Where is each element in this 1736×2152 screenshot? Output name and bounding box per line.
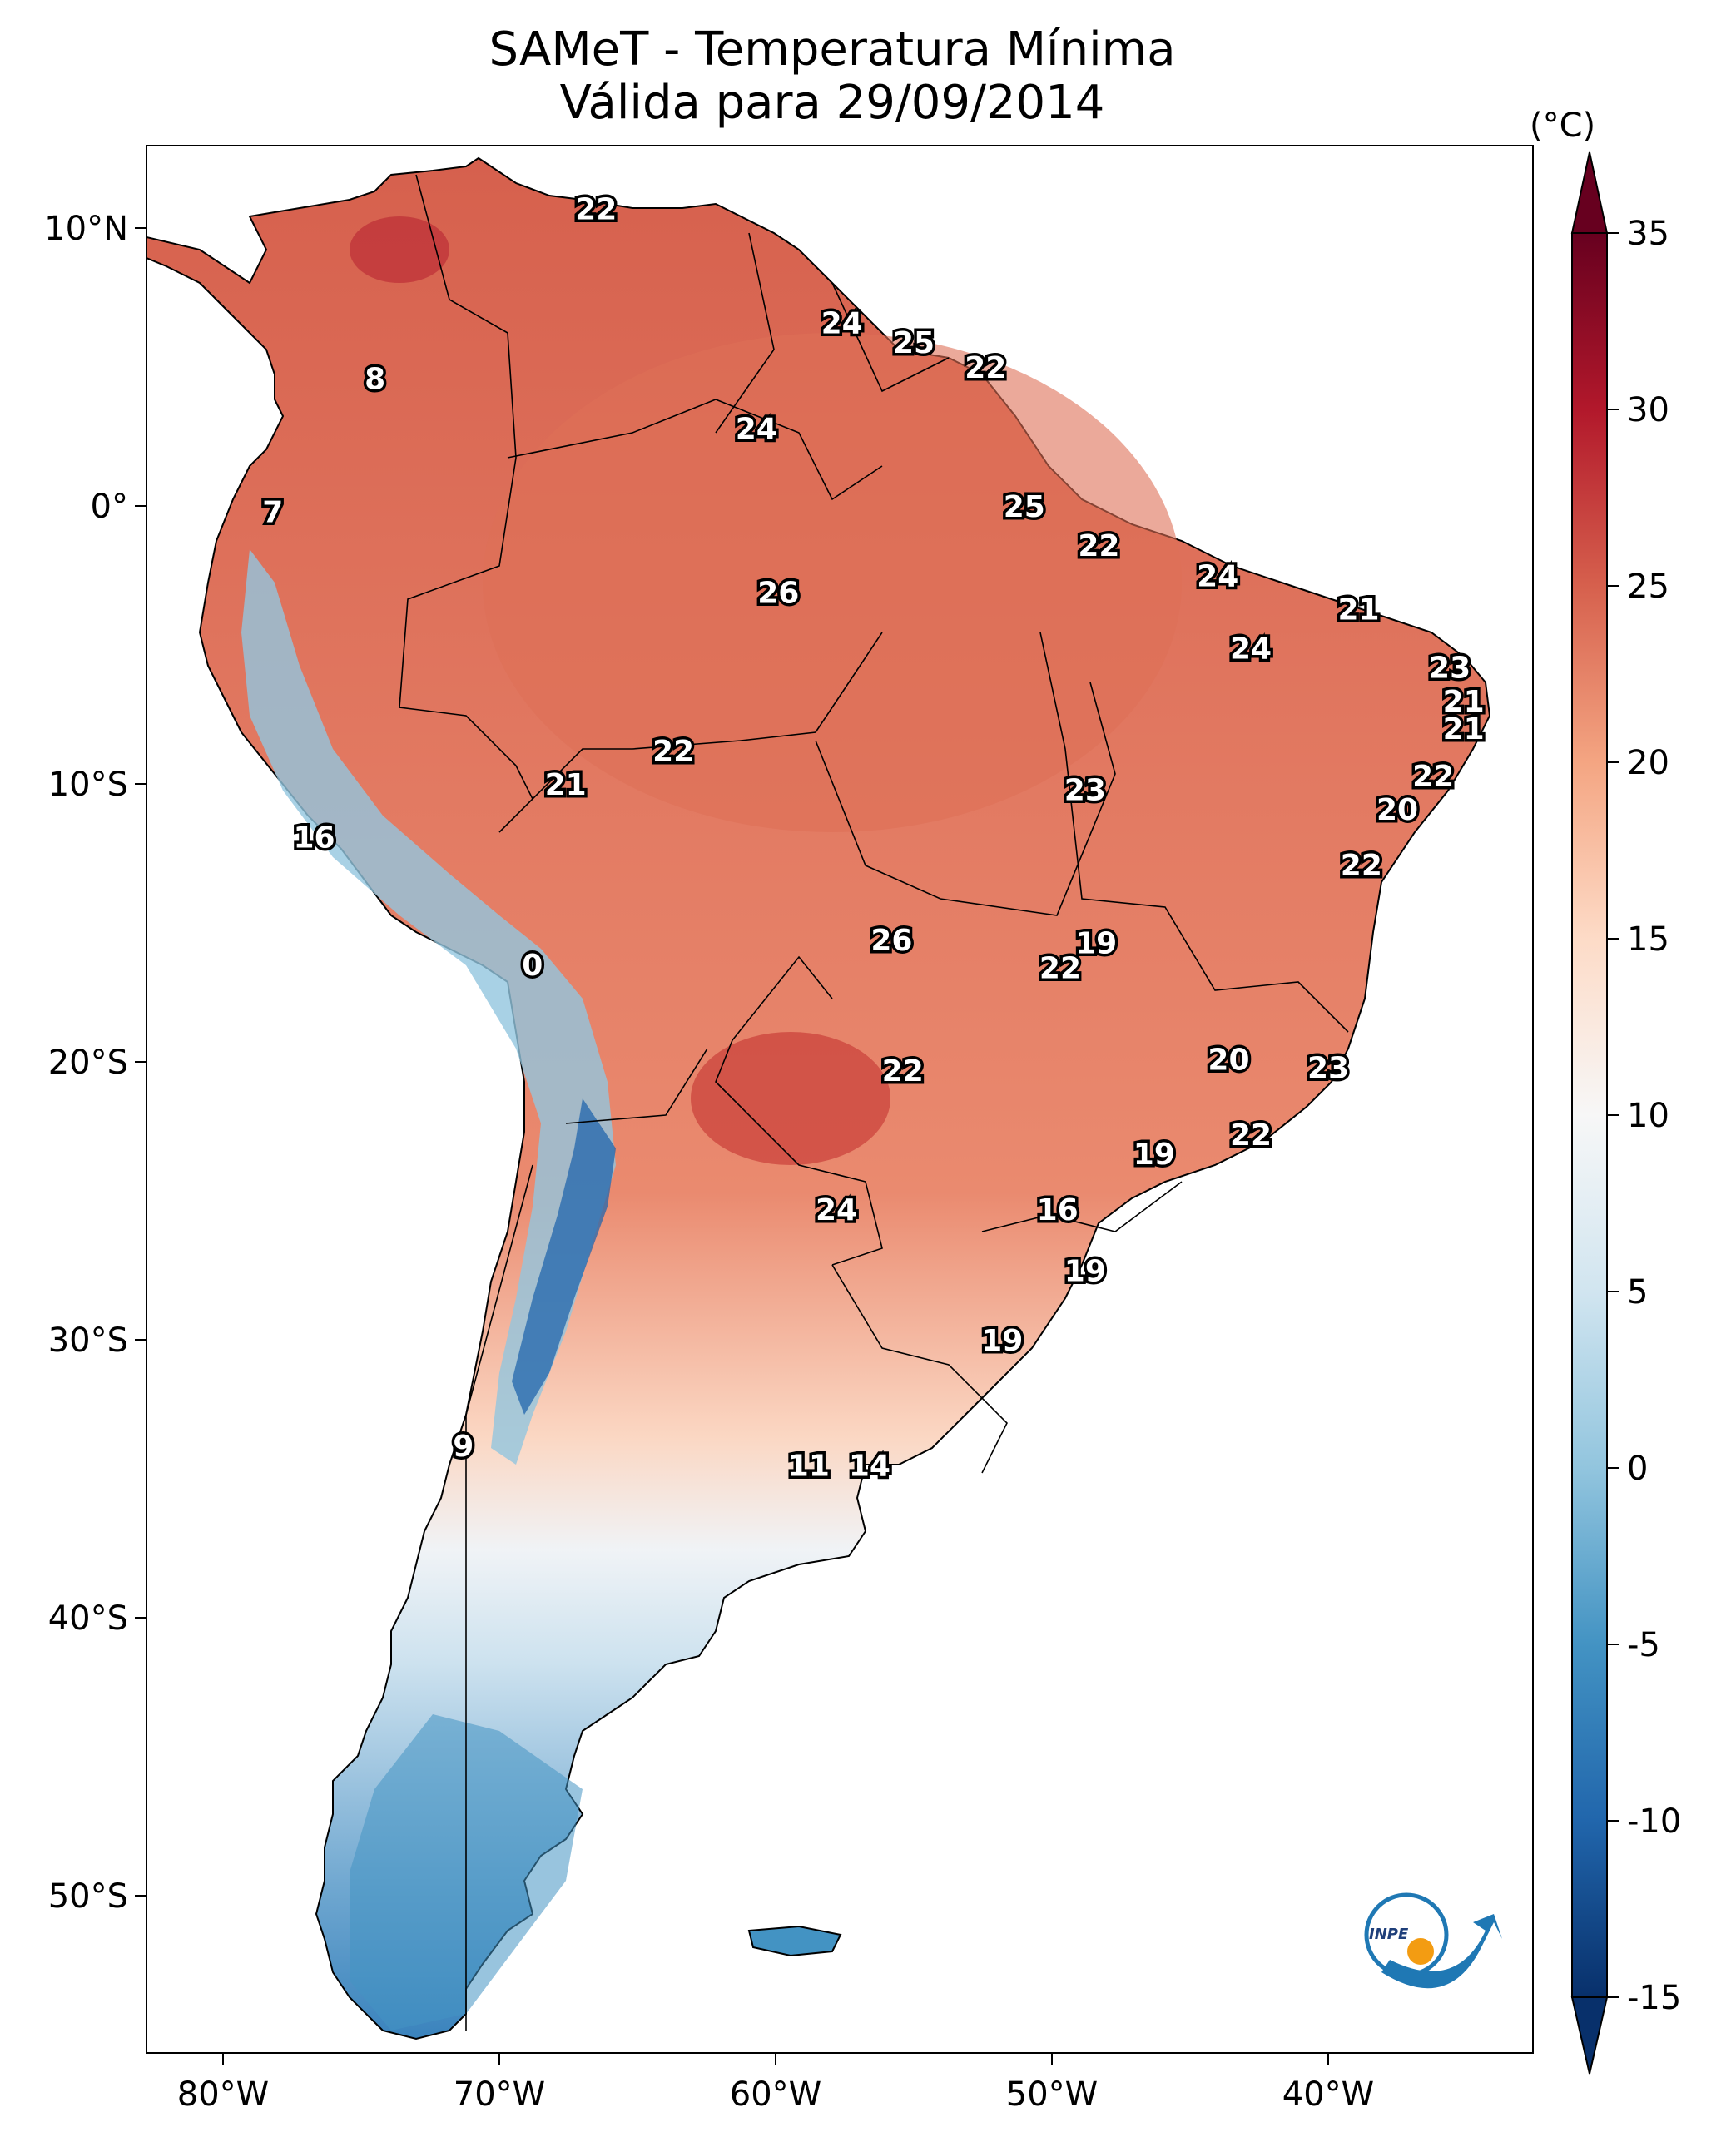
x-tick-label: 80°W <box>177 2075 269 2114</box>
temperature-value-label: 21 <box>545 768 587 802</box>
y-tick-label: 10°N <box>44 210 128 248</box>
temperature-value-label: 22 <box>1230 1118 1272 1153</box>
continent-layer <box>146 156 1491 2040</box>
colorbar: 35 30 25 20 15 10 5 0 -5 -10 -15 <box>1570 151 1681 2075</box>
temperature-value-label: 26 <box>870 924 912 958</box>
x-tick-label: 60°W <box>730 2075 821 2114</box>
y-tick-label: 20°S <box>48 1044 128 1082</box>
temperature-value-label: 9 <box>453 1430 474 1464</box>
temperature-value-label: 24 <box>821 307 863 341</box>
temperature-value-label: 25 <box>893 326 935 360</box>
x-axis: 80°W 70°W 60°W 50°W 40°W <box>177 2053 1374 2114</box>
temperature-value-label: 19 <box>1075 926 1117 960</box>
y-tick-label: 40°S <box>48 1599 128 1638</box>
map-title-line1: SAMeT - Temperatura Mínima <box>489 22 1176 77</box>
warm-region-venezuela <box>350 216 449 283</box>
temperature-value-label: 22 <box>652 735 694 769</box>
x-tick-label: 70°W <box>454 2075 545 2114</box>
colorbar-tick-label: 15 <box>1627 920 1669 959</box>
falkland-islands <box>747 1925 842 1957</box>
colorbar-tick-label: 5 <box>1627 1273 1648 1312</box>
temperature-value-label: 19 <box>1064 1255 1106 1289</box>
inpe-logo: INPE <box>1364 1892 1502 1989</box>
x-tick-label: 40°W <box>1282 2075 1374 2114</box>
temperature-value-label: 20 <box>1376 793 1418 827</box>
y-axis: 10°N 0° 10°S 20°S 30°S 40°S 50°S <box>44 210 146 1916</box>
temperature-value-label: 23 <box>1307 1052 1349 1086</box>
x-tick-label: 50°W <box>1006 2075 1098 2114</box>
temperature-value-label: 24 <box>1230 632 1272 666</box>
y-tick-label: 30°S <box>48 1321 128 1360</box>
warm-region-chaco <box>691 1032 890 1165</box>
temperature-value-label: 14 <box>849 1449 890 1483</box>
colorbar-tick-label: 30 <box>1627 391 1669 429</box>
warm-region-amazon <box>483 333 1182 832</box>
temperature-value-label: 21 <box>1337 593 1379 627</box>
temperature-value-label: 25 <box>1004 490 1045 524</box>
colorbar-tick-label: -10 <box>1627 1802 1681 1841</box>
temperature-value-label: 19 <box>1133 1138 1175 1172</box>
temperature-value-label: 23 <box>1064 774 1106 808</box>
temperature-value-label: 26 <box>757 577 799 611</box>
colorbar-tick-label: 25 <box>1627 568 1669 606</box>
y-tick-label: 50°S <box>48 1877 128 1916</box>
temperature-value-label: 22 <box>1341 849 1382 883</box>
temperature-value-label: 22 <box>1078 529 1119 563</box>
temperature-value-label: 16 <box>1037 1193 1079 1227</box>
y-tick-label: 0° <box>91 488 128 526</box>
colorbar-ticks: 35 30 25 20 15 10 5 0 -5 -10 -15 <box>1607 215 1681 2017</box>
map-title-line2: Válida para 29/09/2014 <box>559 76 1105 130</box>
andes-cold-band <box>241 549 616 1465</box>
temperature-value-label: 24 <box>1197 560 1238 594</box>
colorbar-body <box>1571 232 1608 1998</box>
temperature-value-label: 21 <box>1443 685 1485 719</box>
temperature-value-label: 22 <box>575 193 617 227</box>
temperature-value-label: 7 <box>262 496 283 530</box>
temperature-value-label: 24 <box>736 412 777 446</box>
inpe-logo-dot <box>1407 1938 1434 1965</box>
colorbar-tick-label: -15 <box>1627 1979 1681 2017</box>
colorbar-tick-label: 10 <box>1627 1097 1669 1135</box>
temperature-value-label: 21 <box>1443 712 1485 746</box>
temperature-value-label: 16 <box>294 821 335 855</box>
colorbar-top-triangle <box>1570 151 1609 234</box>
colorbar-tick-label: 0 <box>1627 1450 1648 1488</box>
temperature-value-label: 22 <box>882 1054 924 1088</box>
temperature-value-label: 23 <box>1429 652 1471 686</box>
country-borders <box>399 174 1349 2031</box>
colorbar-tick-label: 20 <box>1627 744 1669 782</box>
inpe-logo-text: INPE <box>1369 1926 1409 1943</box>
colorbar-tick-label: 35 <box>1627 215 1669 253</box>
colorbar-bottom-triangle <box>1570 1996 1609 2075</box>
temperature-value-label: 11 <box>788 1449 830 1483</box>
colorbar-unit: (°C) <box>1530 107 1596 145</box>
temperature-value-label: 8 <box>365 362 385 396</box>
andes-very-cold-core <box>512 1098 616 1415</box>
temperature-value-label: 20 <box>1208 1044 1249 1078</box>
y-tick-label: 10°S <box>48 766 128 804</box>
temperature-value-label: 19 <box>981 1324 1023 1358</box>
temperature-value-label: 22 <box>1039 951 1081 985</box>
temperature-value-label: 22 <box>965 351 1006 385</box>
temperature-value-label: 0 <box>522 949 543 983</box>
inpe-logo-swoosh <box>1381 1914 1502 1989</box>
temperature-value-label: 22 <box>1412 760 1454 794</box>
colorbar-tick-label: -5 <box>1627 1626 1660 1664</box>
temperature-value-label: 24 <box>816 1193 857 1227</box>
